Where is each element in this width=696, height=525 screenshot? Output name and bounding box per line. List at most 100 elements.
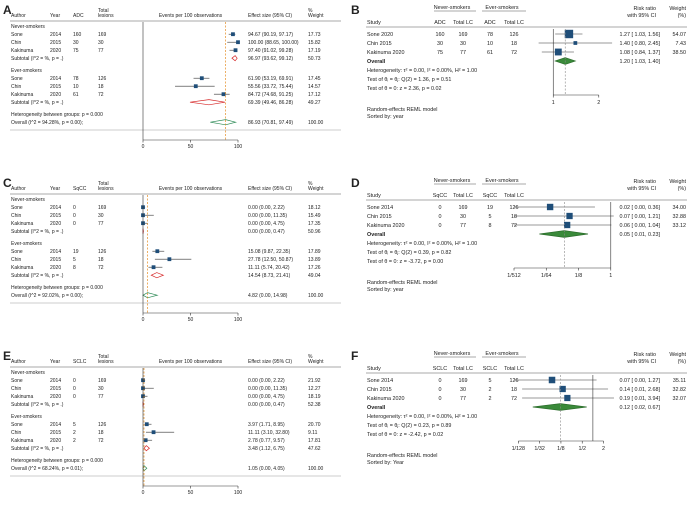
study-year: 2020 bbox=[50, 394, 61, 400]
study-weight: 34.00 bbox=[673, 205, 687, 211]
ever-total: 72 bbox=[511, 396, 517, 402]
overall-diamond bbox=[533, 404, 587, 411]
col-header-rr-2: with 95% CI bbox=[626, 186, 656, 192]
study-year: 2014 bbox=[50, 422, 61, 428]
never-events: 0 bbox=[439, 214, 442, 220]
overall-weight: 100.00 bbox=[308, 293, 324, 299]
never-total: 30 bbox=[460, 214, 466, 220]
overall-diamond bbox=[210, 120, 235, 125]
ever-events: 61 bbox=[487, 50, 493, 56]
never-total: 30 bbox=[460, 387, 466, 393]
study-total: 126 bbox=[98, 76, 107, 82]
study-year: 2020 bbox=[50, 221, 61, 227]
study-weight: 15.49 bbox=[308, 213, 321, 219]
never-events: 160 bbox=[436, 32, 445, 38]
subtotal-diamond bbox=[151, 273, 163, 278]
study-events: 0 bbox=[73, 221, 76, 227]
study-events: 10 bbox=[73, 84, 79, 90]
ever-total: 72 bbox=[511, 50, 517, 56]
study-events: 30 bbox=[73, 40, 79, 46]
study-total: 18 bbox=[98, 84, 104, 90]
point-estimate bbox=[236, 40, 240, 44]
subtotal-ci: 0.00 (0.00, 0.47) bbox=[248, 229, 285, 235]
overall-ci: 1.20 [ 1.03, 1.40] bbox=[620, 59, 661, 65]
study-year: 2015 bbox=[50, 213, 61, 219]
ever-events: 78 bbox=[487, 32, 493, 38]
study-name: Kakinuma bbox=[11, 438, 33, 444]
never-total: 169 bbox=[459, 205, 468, 211]
heterogeneity-between-groups: Heterogeneity between groups: p = 0.000 bbox=[11, 458, 103, 464]
overall-label: Overall bbox=[367, 59, 386, 65]
point-estimate bbox=[566, 213, 572, 219]
footer-note: Random-effects REML model bbox=[367, 453, 437, 459]
rr-ci: 0.14 [ 0.01, 2.68] bbox=[620, 387, 661, 393]
stats-line: Test of θ = 0: z = -3.72, p = 0.00 bbox=[367, 259, 443, 265]
col-header-author: Author bbox=[11, 186, 26, 192]
study-weight: 38.50 bbox=[673, 50, 687, 56]
footer-note: Sorted by: year bbox=[367, 287, 404, 293]
study-name: Sone bbox=[11, 205, 23, 211]
study-weight: 33.12 bbox=[673, 223, 687, 229]
study-total: 169 bbox=[98, 205, 107, 211]
col-header-ever-events: ADC bbox=[484, 20, 495, 26]
study-name: Sone 2014 bbox=[367, 205, 393, 211]
study-events: 61 bbox=[73, 92, 79, 98]
ever-total: 72 bbox=[511, 223, 517, 229]
x-tick-label: 50 bbox=[188, 490, 194, 496]
study-total: 77 bbox=[98, 221, 104, 227]
rr-ci: 1.08 [ 0.84, 1.37] bbox=[620, 50, 661, 56]
x-tick-label: 0 bbox=[142, 144, 145, 150]
never-smokers-heading: Never-smokers bbox=[434, 5, 471, 11]
study-total: 30 bbox=[98, 386, 104, 392]
subtotal-ci: 96.97 (93.62, 99.12) bbox=[248, 56, 293, 62]
study-weight: 7.43 bbox=[676, 41, 687, 47]
subtotal-ci: 3.48 (1.12, 6.75) bbox=[248, 446, 285, 452]
panel-label-f: F bbox=[351, 349, 358, 363]
overall-label: Overall (I^2 = 92.02%, p = 0.00); bbox=[11, 293, 83, 299]
effect-size-ci: 11.11 (3.10, 32.80) bbox=[248, 430, 290, 436]
col-header-effect-size: Effect size (95% CI) bbox=[248, 186, 292, 192]
overall-weight: 100.00 bbox=[308, 120, 324, 126]
study-weight: 21.92 bbox=[308, 378, 321, 384]
study-year: 2020 bbox=[50, 438, 61, 444]
overall-diamond bbox=[539, 231, 588, 238]
panel-label-b: B bbox=[351, 3, 360, 17]
overall-diamond bbox=[143, 293, 157, 298]
point-estimate bbox=[231, 32, 235, 36]
study-name: Kakinuma bbox=[11, 221, 33, 227]
ever-events: 2 bbox=[489, 396, 492, 402]
never-events: 0 bbox=[439, 205, 442, 211]
col-header-weight-2: (%) bbox=[678, 359, 687, 365]
subtotal-weight: 49.27 bbox=[308, 100, 321, 106]
study-name: Sone bbox=[11, 378, 23, 384]
subtotal-ci: 0.00 (0.00, 0.47) bbox=[248, 402, 285, 408]
overall-ci: 86.93 (70.81, 97.49) bbox=[248, 120, 293, 126]
study-events: 5 bbox=[73, 257, 76, 263]
study-events: 0 bbox=[73, 378, 76, 384]
x-tick-label: 0 bbox=[142, 317, 145, 323]
ever-events: 5 bbox=[489, 214, 492, 220]
overall-label: Overall (I^2 = 68.24%, p = 0.01); bbox=[11, 466, 83, 472]
col-header-ever-total: Total LC bbox=[504, 193, 524, 199]
study-weight: 9.11 bbox=[308, 430, 318, 436]
study-weight: 12.27 bbox=[308, 386, 321, 392]
subtotal-diamond bbox=[232, 56, 237, 61]
group-label: Ever-smokers bbox=[11, 414, 42, 420]
effect-size-ci: 2.78 (0.77, 9.57) bbox=[248, 438, 285, 444]
study-year: 2020 bbox=[50, 265, 61, 271]
col-header-effect-size: Effect size (95% CI) bbox=[248, 359, 292, 365]
stats-line: Test of θᵢ = θⱼ: Q(2) = 0.39, p = 0.82 bbox=[367, 250, 451, 256]
study-events: 8 bbox=[73, 265, 76, 271]
subtotal-label: Subtotal (I^2 = %, p = .) bbox=[11, 56, 64, 62]
study-name: Sone 2014 bbox=[367, 378, 393, 384]
footer-note: Sorted by: year bbox=[367, 114, 404, 120]
x-tick-label: 50 bbox=[188, 317, 194, 323]
effect-size-ci: 55.56 (33.72, 75.44) bbox=[248, 84, 293, 90]
x-tick-label: 1/8 bbox=[575, 273, 583, 279]
ever-total: 126 bbox=[510, 205, 519, 211]
study-weight: 17.81 bbox=[308, 438, 321, 444]
